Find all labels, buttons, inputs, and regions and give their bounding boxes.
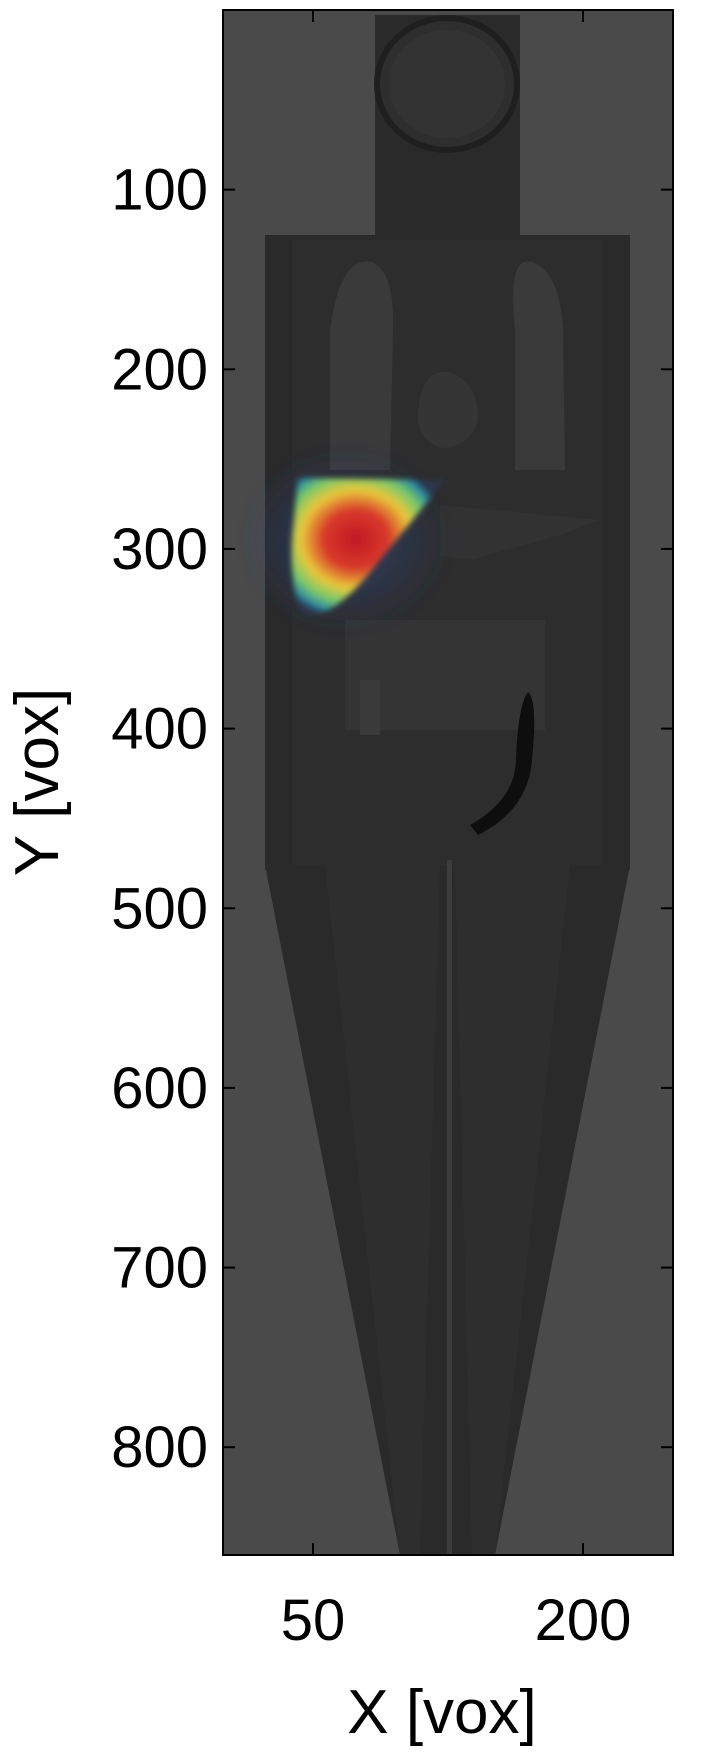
y-tick-label: 100 [111,158,208,223]
y-tick-label: 800 [111,1415,208,1480]
y-axis-label: Y [vox] [3,688,72,876]
y-tick-label: 600 [111,1056,208,1121]
x-tick-label: 50 [281,1588,346,1653]
x-tick-label: 200 [535,1588,632,1653]
y-tick-label: 700 [111,1236,208,1301]
y-tick-label: 200 [111,337,208,402]
plot-area [223,10,673,1555]
y-tick-label: 400 [111,697,208,762]
x-axis-ticks: 50 200 [281,10,632,1653]
y-axis-ticks: 100 200 300 400 500 600 700 800 [111,158,673,1480]
plot-frame [222,9,674,1556]
heat-hotspot [245,445,465,635]
y-tick-label: 500 [111,876,208,941]
y-tick-label: 300 [111,517,208,582]
x-axis-label: X [vox] [347,1678,537,1747]
